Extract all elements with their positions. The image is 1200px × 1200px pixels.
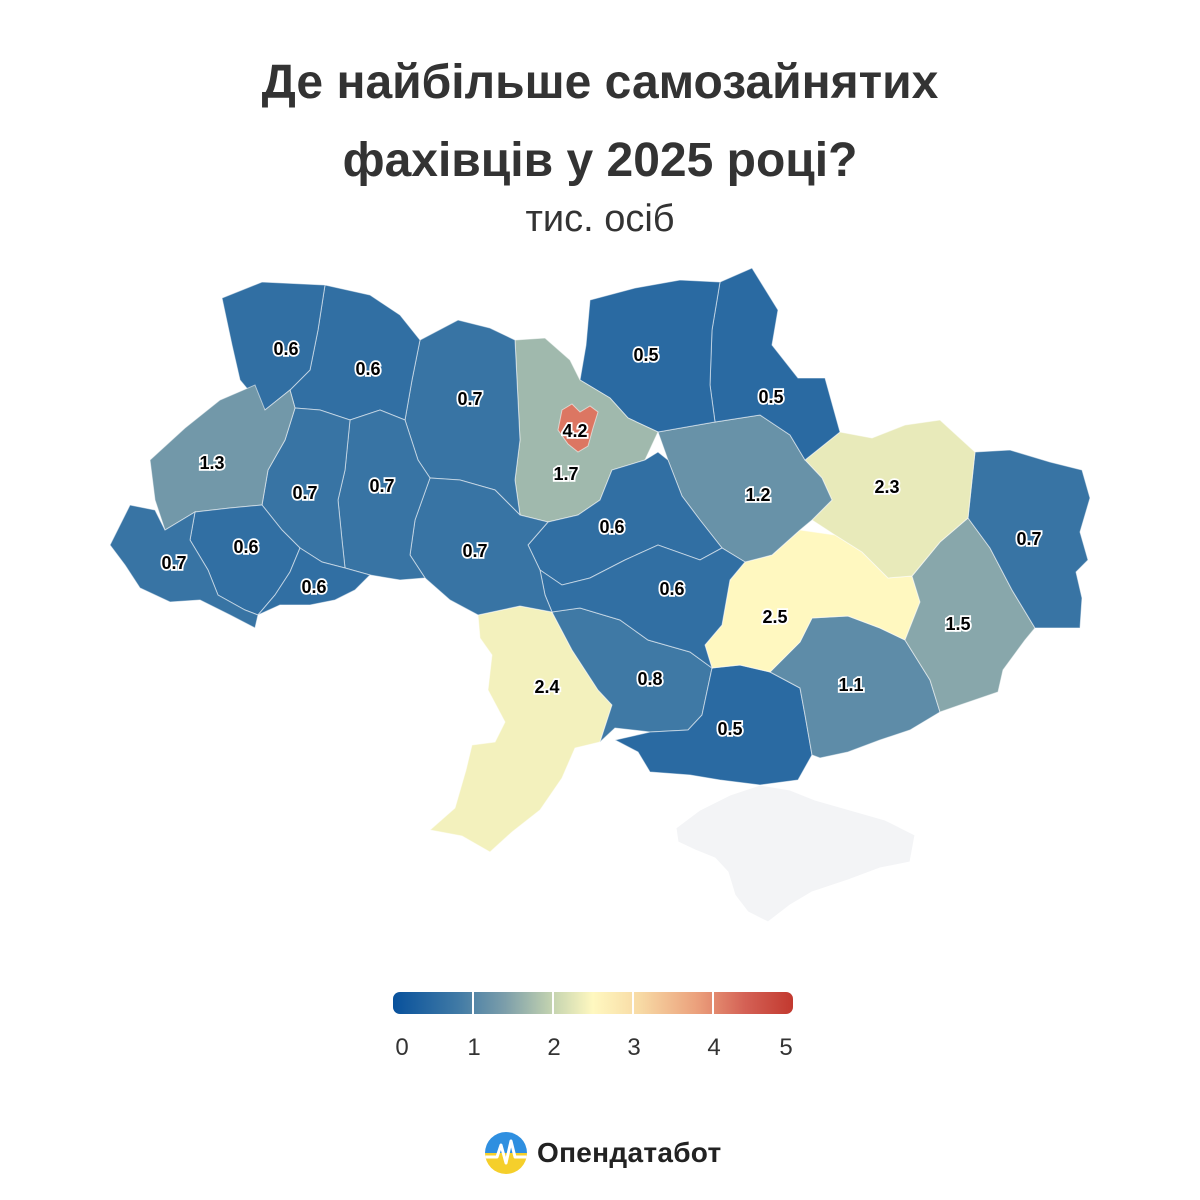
value-label-volyn: 0.6 — [273, 339, 298, 359]
opendatabot-logo[interactable]: Опендатабот — [484, 1130, 722, 1176]
value-label-poltava: 1.2 — [745, 485, 770, 505]
value-label-ivano-frankivsk: 0.6 — [233, 537, 258, 557]
opendatabot-logo-icon — [485, 1132, 527, 1174]
value-label-chernihiv: 0.5 — [633, 345, 658, 365]
region-zakarpattia[interactable] — [109, 504, 259, 629]
legend-tick-label: 1 — [467, 1034, 481, 1061]
value-label-cherkasy: 0.6 — [599, 517, 624, 537]
opendatabot-logo-text: Опендатабот — [537, 1137, 722, 1168]
value-label-ternopil: 0.7 — [292, 483, 317, 503]
value-label-donetsk: 1.5 — [945, 614, 970, 634]
value-label-kirovohrad: 0.6 — [659, 579, 684, 599]
value-label-luhansk: 0.7 — [1016, 529, 1041, 549]
value-label-kyiv-city: 4.2 — [562, 421, 587, 441]
value-label-kherson: 0.5 — [717, 719, 742, 739]
legend-divider — [552, 992, 554, 1014]
value-label-rivne: 0.6 — [355, 359, 380, 379]
legend-divider — [472, 992, 474, 1014]
title-line-1: Де найбільше самозайнятих — [261, 56, 939, 109]
legend-tick-label: 4 — [707, 1034, 721, 1061]
legend-color-bar — [393, 992, 793, 1014]
regions-layer — [109, 267, 1091, 923]
value-label-lviv: 1.3 — [199, 453, 224, 473]
region-chernivtsi[interactable] — [257, 547, 371, 616]
value-label-zaporizhzhia: 1.1 — [838, 675, 863, 695]
legend-divider — [632, 992, 634, 1014]
legend-tick-label: 3 — [627, 1034, 641, 1061]
color-legend — [393, 992, 795, 1016]
region-kirovohrad[interactable] — [539, 544, 746, 670]
labels-layer: 0.6 0.6 0.7 1.7 4.2 0.5 0.5 1.3 0.7 0.7 … — [160, 337, 1044, 741]
region-crimea[interactable] — [675, 784, 916, 923]
page-title: Де найбільше самозайнятих фахівців у 202… — [0, 44, 1200, 200]
legend-tick-labels: 0 1 2 3 4 5 — [380, 1034, 820, 1064]
value-label-mykolaiv: 0.8 — [637, 669, 662, 689]
region-kyiv-city[interactable] — [557, 403, 599, 453]
value-label-zhytomyr: 0.7 — [457, 389, 482, 409]
title-line-2: фахівців у 2025 році? — [342, 134, 858, 187]
value-label-chernivtsi: 0.6 — [301, 577, 326, 597]
value-label-dnipropetrovsk: 2.5 — [762, 607, 787, 627]
value-label-zakarpattia: 0.7 — [161, 553, 186, 573]
region-dnipropetrovsk[interactable] — [704, 529, 921, 673]
legend-tick-label: 0 — [395, 1034, 409, 1061]
legend-divider — [712, 992, 714, 1014]
value-label-kyiv-oblast: 1.7 — [553, 464, 578, 484]
region-luhansk[interactable] — [967, 449, 1091, 629]
value-label-vinnytsia: 0.7 — [462, 541, 487, 561]
value-label-kharkiv: 2.3 — [874, 477, 899, 497]
value-label-sumy: 0.5 — [758, 387, 783, 407]
legend-tick-label: 5 — [779, 1034, 793, 1061]
region-volyn[interactable] — [221, 281, 326, 411]
value-label-khmelnytskyi: 0.7 — [369, 476, 394, 496]
value-label-odesa: 2.4 — [534, 677, 559, 697]
subtitle: тис. осіб — [525, 198, 675, 240]
legend-tick-label: 2 — [547, 1034, 561, 1061]
